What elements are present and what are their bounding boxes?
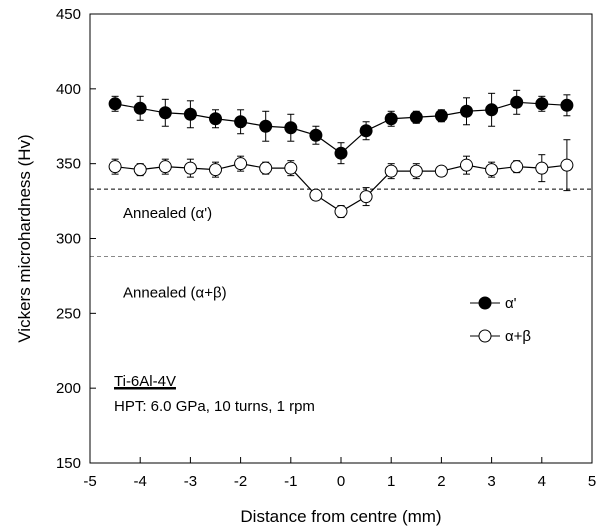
data-point [309,128,323,142]
data-point [434,164,448,178]
y-tick-label: 400 [56,81,81,98]
data-point [284,161,298,175]
x-tick-label: 5 [588,473,596,490]
x-tick-label: -5 [83,473,96,490]
y-tick-label: 350 [56,156,81,173]
data-point [434,109,448,123]
data-point [334,205,348,219]
y-tick-label: 250 [56,305,81,322]
legend: α' α+β [470,295,531,345]
data-point [560,158,574,172]
data-point [133,101,147,115]
data-point [259,161,273,175]
x-tick-label: 0 [337,473,345,490]
x-tick-label: -2 [234,473,247,490]
x-axis-label: Distance from centre (mm) [240,507,441,526]
data-point [485,163,499,177]
data-point [183,161,197,175]
legend-marker-alpha-beta [478,329,492,343]
data-point [209,112,222,126]
plot-frame [89,13,593,464]
data-point [284,121,298,135]
data-point [409,110,423,124]
data-point [234,157,248,171]
data-point [384,112,398,126]
y-tick-label: 300 [56,231,81,248]
data-point [309,188,323,202]
series-alpha-beta [108,139,574,219]
annealed-alpha-prime-label: Annealed (α') [123,205,212,222]
legend-marker-alpha-prime [478,296,492,310]
data-point [158,106,172,120]
reference-lines [90,188,592,257]
data-point [460,158,473,172]
series-alpha-prime [108,89,574,165]
material-annotation: Ti-6Al-4V [114,373,176,390]
data-point [359,190,373,204]
data-point [359,124,373,138]
x-tick-label: 1 [387,473,395,490]
data-point [510,95,524,109]
data-point [535,97,549,111]
data-point [510,160,524,174]
data-point [334,146,348,160]
x-tick-label: -4 [134,473,147,490]
data-point [460,104,473,118]
data-point [384,164,398,178]
data-point [183,107,197,121]
series-layer [108,89,574,219]
x-tick-label: 3 [487,473,495,490]
data-point [560,98,574,112]
x-tick-label: 4 [538,473,546,490]
x-tick-label: -1 [284,473,297,490]
conditions-annotation: HPT: 6.0 GPa, 10 turns, 1 rpm [114,398,315,415]
data-point [158,160,172,174]
data-point [108,160,122,174]
y-axis-label: Vickers microhardness (Hv) [15,134,34,342]
data-point [209,163,222,177]
data-point [108,97,122,111]
x-tick-label: -3 [184,473,197,490]
y-tick-label: 200 [56,380,81,397]
annealed-alpha-beta-label: Annealed (α+β) [123,284,227,301]
legend-label-alpha-prime: α' [505,295,517,312]
data-point [234,115,248,129]
x-tick-label: 2 [437,473,445,490]
y-tick-label: 150 [56,455,81,472]
data-point [485,103,499,117]
legend-label-alpha-beta: α+β [505,328,531,345]
data-point [409,164,423,178]
data-point [133,163,147,177]
y-tick-label: 450 [56,6,81,23]
data-point [259,119,273,133]
axis-ticks: -5 -4 -3 -2 -1 0 1 2 3 4 5 150 200 250 300 350 400 450 [56,6,596,490]
data-point [535,161,549,175]
